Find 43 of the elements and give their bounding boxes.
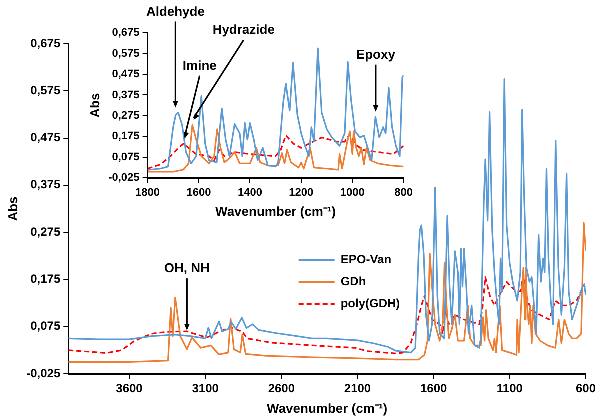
legend-label: GDh — [340, 274, 366, 288]
y-tick-label: 0,175 — [112, 130, 140, 143]
annotation: Epoxy — [356, 46, 396, 62]
x-tick-label: 600 — [576, 382, 596, 396]
x-tick-label: 1600 — [186, 186, 212, 199]
x-tick-label: 3100 — [192, 382, 220, 396]
x-tick-label: 1800 — [136, 186, 160, 199]
y-tick-label: 0,475 — [30, 130, 61, 145]
y-tick-label: 0,075 — [30, 319, 61, 334]
y-tick-label: 0,275 — [112, 110, 140, 122]
annotation: OH, NH — [164, 260, 210, 276]
x-tick-label: 1000 — [340, 186, 365, 199]
x-tick-label: 1200 — [289, 186, 314, 199]
line-series — [68, 274, 586, 355]
y-tick-label: 0,475 — [112, 68, 140, 81]
legend-label: poly(GDH) — [340, 296, 400, 310]
y-tick-label: 0,675 — [112, 27, 140, 40]
y-tick-label: 0,575 — [30, 83, 61, 98]
line-series — [148, 134, 404, 170]
y-tick-label: -0,025 — [108, 172, 140, 184]
annotation: Aldehyde — [146, 4, 205, 19]
x-tick-label: 800 — [394, 186, 414, 199]
y-tick-label: 0,175 — [30, 272, 61, 286]
y-tick-label: 0,275 — [30, 224, 61, 239]
x-axis-title: Wavenumber (cm⁻¹) — [267, 400, 388, 416]
y-tick-label: 0,375 — [30, 178, 61, 192]
x-tick-label: 1600 — [420, 382, 448, 396]
legend-label: EPO-Van — [340, 252, 392, 266]
x-tick-label: 1100 — [496, 382, 524, 396]
x-tick-label: 2100 — [344, 382, 372, 396]
x-axis-title: Wavenumber (cm⁻¹) — [216, 204, 336, 219]
x-tick-label: 2600 — [268, 382, 296, 396]
y-tick-label: 0,075 — [112, 151, 140, 164]
annotation: Hydrazide — [212, 22, 275, 38]
y-tick-label: -0,025 — [26, 366, 61, 380]
x-tick-label: 1400 — [238, 186, 262, 199]
y-tick-label: 0,575 — [112, 48, 140, 60]
annotation: Imine — [182, 58, 217, 73]
y-tick-label: 0,675 — [30, 36, 61, 50]
y-axis-title: Abs — [87, 93, 102, 118]
y-axis-title: Abs — [5, 196, 20, 222]
x-tick-label: 3600 — [116, 382, 144, 396]
y-tick-label: 0,375 — [112, 89, 140, 102]
